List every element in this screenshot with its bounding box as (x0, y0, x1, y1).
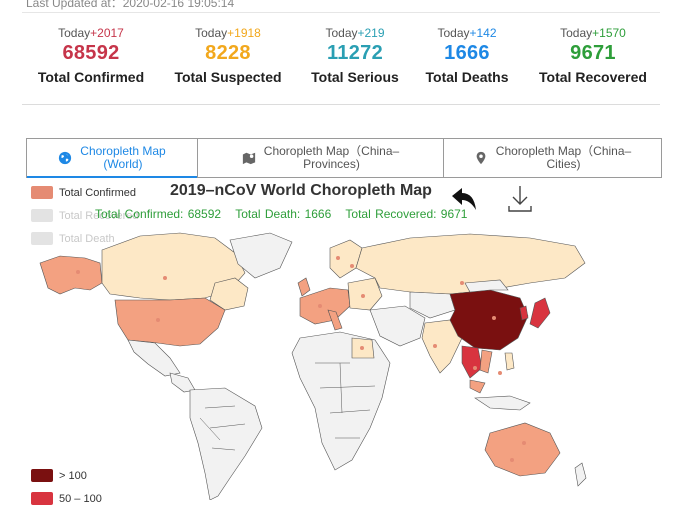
region-australia (484, 422, 561, 477)
region-greenland (229, 232, 293, 279)
region-middle-east (369, 305, 426, 347)
back-arrow-icon[interactable] (448, 186, 478, 214)
region-south-america (189, 387, 263, 500)
stat-label: Total Confirmed (37, 69, 145, 85)
stat-today: Today+142 (437, 26, 497, 40)
stat-label: Total Recovered (539, 69, 647, 85)
stat-label: Total Suspected (174, 69, 282, 85)
region-western-europe (299, 287, 351, 325)
subtitle-recovered: Total Recovered: 9671 (345, 207, 468, 221)
subtitle-death: Total Death: 1666 (235, 207, 332, 221)
world-choropleth-map[interactable] (30, 228, 590, 500)
region-japan (529, 297, 551, 329)
tab-china-provinces[interactable]: Choropleth Map（China– Provinces) (198, 139, 444, 177)
location-pin-icon (476, 151, 486, 165)
region-central-asia (409, 291, 456, 319)
region-china (449, 289, 529, 351)
globe-icon (59, 151, 72, 165)
subtitle-confirmed: Total Confirmed: 68592 (95, 207, 222, 221)
stat-value: 9671 (570, 42, 616, 64)
region-africa (291, 331, 391, 471)
region-indonesia (474, 395, 531, 411)
map-subtitle: Total Confirmed: 68592 Total Death: 1666… (95, 207, 477, 221)
region-usa (114, 297, 226, 347)
stat-value: 68592 (62, 42, 120, 64)
region-eastern-europe (347, 277, 383, 311)
legend-total-confirmed[interactable]: Total Confirmed (31, 181, 139, 204)
stat-today: Today+1570 (560, 26, 626, 40)
region-malaysia (469, 379, 486, 394)
legend-swatch (31, 469, 53, 482)
region-canada-east (209, 277, 249, 311)
stat-total-deaths: Today+142 1666 Total Deaths (402, 26, 532, 85)
region-russia (355, 233, 586, 295)
legend-scale-50-100[interactable]: 50 – 100 (31, 487, 102, 510)
map-tabs: Choropleth Map (World) Choropleth Map（Chi… (26, 138, 662, 178)
region-philippines (504, 352, 515, 371)
legend-swatch (31, 186, 53, 199)
legend-total-death[interactable]: Total Death (31, 227, 139, 250)
region-scandinavia (329, 239, 363, 279)
stat-label: Total Serious (311, 69, 399, 85)
legend-scale-over-100[interactable]: > 100 (31, 464, 102, 487)
stat-delta: +142 (469, 26, 497, 40)
tab-world-map[interactable]: Choropleth Map (World) (27, 139, 198, 178)
stats-panel: Today+2017 68592 Total Confirmed Today+1… (26, 26, 660, 96)
region-thailand (461, 345, 483, 379)
region-central-america (169, 372, 196, 393)
stat-value: 8228 (205, 42, 251, 64)
stat-delta: +1918 (227, 26, 261, 40)
scale-legend: > 100 50 – 100 (31, 464, 102, 510)
stat-value: 1666 (444, 42, 490, 64)
legend-swatch (31, 209, 53, 222)
map-icon (242, 152, 255, 165)
legend-total-recovered[interactable]: Total Recovered (31, 204, 139, 227)
map-markers (76, 256, 526, 462)
stat-delta: +2017 (90, 26, 124, 40)
region-korea (519, 305, 529, 321)
region-new-zealand (574, 462, 587, 487)
region-mongolia (464, 279, 509, 293)
legend-swatch (31, 232, 53, 245)
stat-label: Total Deaths (425, 69, 509, 85)
stat-today: Today+1918 (195, 26, 261, 40)
top-divider (22, 12, 660, 13)
stats-divider (22, 104, 660, 105)
stat-delta: +219 (357, 26, 385, 40)
stat-total-confirmed: Today+2017 68592 Total Confirmed (26, 26, 156, 85)
region-alaska (39, 255, 103, 295)
region-italy (327, 309, 343, 331)
legend-swatch (31, 492, 53, 505)
last-updated: Last Updated at：2020-02-16 19:05:14 (26, 0, 235, 10)
stat-today: Today+219 (325, 26, 385, 40)
region-mexico (127, 339, 181, 377)
stat-total-serious: Today+219 11272 Total Serious (290, 26, 420, 85)
stat-total-suspected: Today+1918 8228 Total Suspected (163, 26, 293, 85)
tab-china-cities[interactable]: Choropleth Map（China– Cities) (444, 139, 661, 177)
region-vietnam (479, 349, 493, 374)
stat-total-recovered: Today+1570 9671 Total Recovered (528, 26, 658, 85)
series-legend: Total Confirmed Total Recovered Total De… (31, 181, 139, 250)
stat-today: Today+2017 (58, 26, 124, 40)
stat-delta: +1570 (592, 26, 626, 40)
download-icon[interactable] (506, 184, 534, 214)
region-uk (297, 277, 311, 297)
map-title: 2019–nCoV World Choropleth Map (170, 182, 432, 199)
stat-value: 11272 (326, 42, 383, 64)
